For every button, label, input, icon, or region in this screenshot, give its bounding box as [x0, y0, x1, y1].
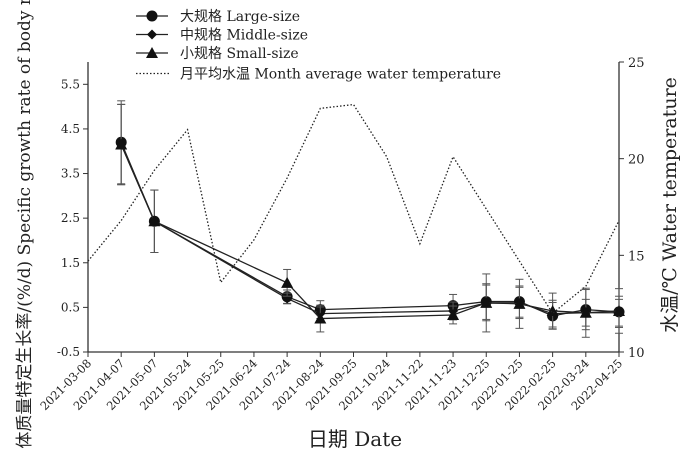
data-point: [480, 296, 493, 308]
y-tick-label: 2.5: [61, 211, 80, 225]
data-point: [579, 306, 592, 318]
series-line: [120, 142, 620, 317]
y-tick-label: 0.5: [61, 300, 80, 314]
y-tick-label: 1.5: [61, 256, 80, 270]
series-line: [120, 144, 619, 315]
y2-axis-label: 水温/℃ Water temperature: [659, 77, 681, 333]
legend-marker: [146, 47, 158, 58]
data-point: [148, 215, 161, 227]
y2-tick-label: 25: [628, 56, 645, 71]
y2-tick-label: 15: [628, 249, 645, 264]
legend-label: 小规格 Small-size: [180, 46, 299, 62]
legend-label: 大规格 Large-size: [180, 9, 300, 25]
y-tick-label: 3.5: [61, 167, 80, 181]
y-axis-label: 体质量特定生长率/(%/d) Specific growth rate of b…: [15, 0, 35, 449]
series-line: [87, 103, 620, 315]
y-tick-label: -0.5: [57, 345, 80, 359]
data-point: [513, 297, 526, 309]
data-point: [546, 304, 559, 316]
y-tick-label: 4.5: [61, 122, 80, 136]
legend-label: 中规格 Middle-size: [180, 28, 308, 44]
legend-marker: [146, 10, 158, 22]
y2-tick-label: 20: [628, 153, 645, 168]
series-line: [120, 144, 620, 320]
data-point: [613, 304, 625, 316]
data-point: [447, 308, 460, 320]
y2-tick-label: 10: [628, 346, 645, 361]
data-point: [314, 312, 327, 324]
legend-label: 月平均水温 Month average water temperature: [180, 67, 501, 83]
data-point: [115, 138, 128, 150]
x-axis-label: 日期 Date: [308, 427, 402, 451]
legend-marker: [147, 29, 157, 40]
y-tick-label: 5.5: [61, 77, 80, 91]
data-point: [281, 276, 294, 288]
